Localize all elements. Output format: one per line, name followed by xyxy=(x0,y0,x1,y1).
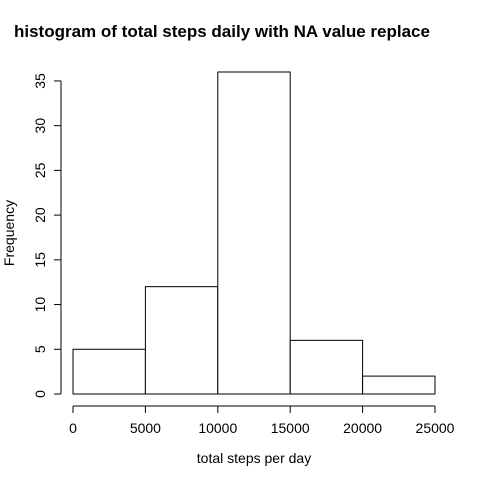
y-tick-label-5: 20 xyxy=(32,207,48,223)
histogram-bar-5 xyxy=(362,375,436,395)
y-axis-title: Frequency xyxy=(1,200,17,266)
histogram-bar-3 xyxy=(217,71,291,395)
y-tick-label-1: 0 xyxy=(32,390,48,398)
x-axis-title: total steps per day xyxy=(197,450,311,466)
y-tick-label-7: 30 xyxy=(32,118,48,134)
histogram-bar-4 xyxy=(289,339,364,395)
bars-layer xyxy=(72,71,436,395)
y-tick-label-2: 5 xyxy=(32,345,48,353)
y-tick-label-4: 15 xyxy=(32,252,48,268)
y-tick-label-6: 25 xyxy=(32,162,48,178)
chart-title: histogram of total steps daily with NA v… xyxy=(14,22,430,41)
x-tick-label-5: 20000 xyxy=(343,420,382,436)
x-tick-label-4: 15000 xyxy=(271,420,310,436)
y-axis-ticks: 0 5 10 15 20 25 30 35 xyxy=(32,73,61,398)
x-axis-ticks: 0 5000 10000 15000 20000 25000 xyxy=(69,406,455,436)
y-tick-label-8: 35 xyxy=(32,73,48,89)
histogram-bar-2 xyxy=(144,286,219,395)
x-tick-label-6: 25000 xyxy=(416,420,455,436)
x-tick-label-3: 10000 xyxy=(198,420,237,436)
y-tick-label-3: 10 xyxy=(32,297,48,313)
histogram-bar-1 xyxy=(72,348,146,395)
x-tick-label-1: 0 xyxy=(69,420,77,436)
x-tick-label-2: 5000 xyxy=(130,420,161,436)
